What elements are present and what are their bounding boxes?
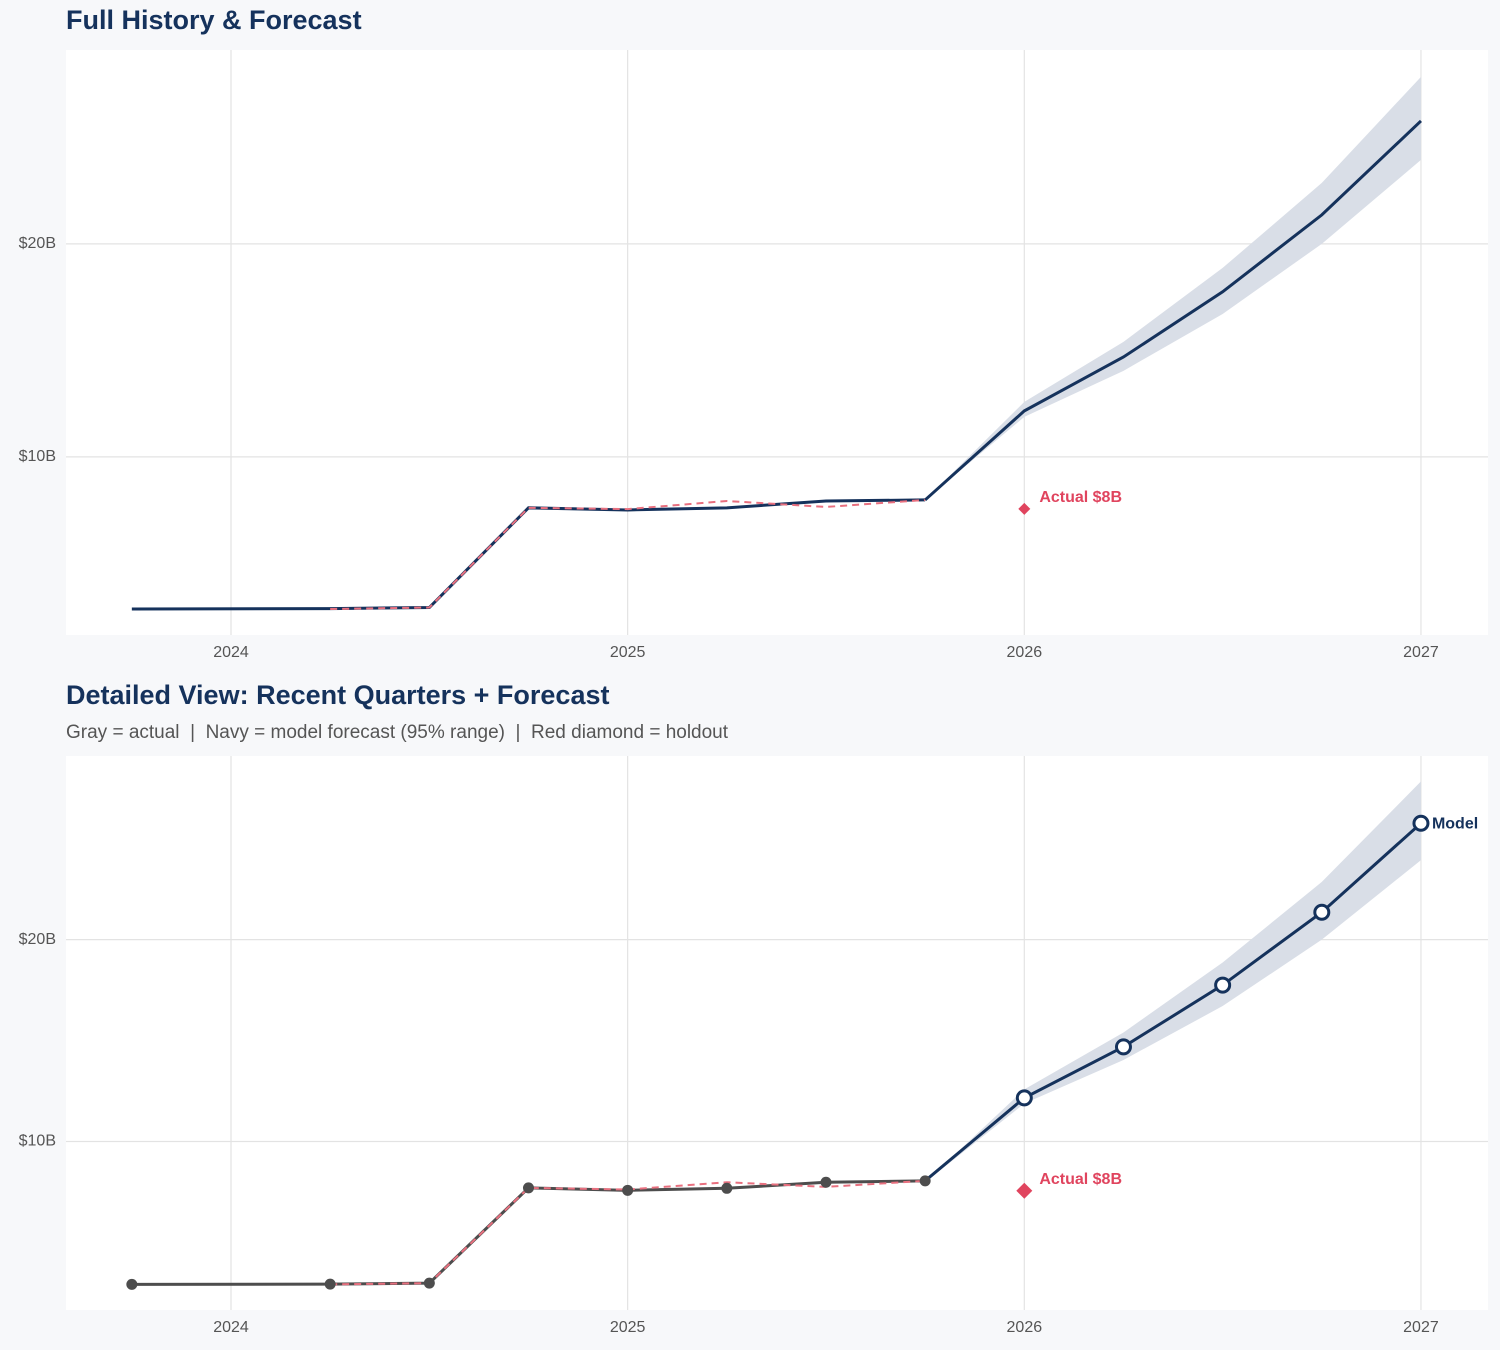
holdout-label: Actual $8B: [1039, 489, 1122, 506]
point: [919, 1175, 931, 1187]
holdout-label: Actual $8B: [1039, 1171, 1122, 1188]
point: [622, 1184, 634, 1196]
chart-title: Full History & Forecast: [66, 5, 362, 35]
holdout-marker: [1016, 1182, 1033, 1199]
point: [1412, 814, 1430, 832]
series-line: [924, 119, 1423, 502]
point: [423, 1277, 435, 1289]
series-line: [924, 822, 1422, 1182]
plot-area: [66, 50, 1488, 635]
point: [1114, 1038, 1132, 1056]
x-tick-label: 2026: [1007, 644, 1043, 661]
y-tick-label: $20B: [19, 235, 56, 252]
point: [820, 1176, 832, 1188]
y-tick-label: $20B: [19, 931, 56, 948]
confidence-band: [925, 76, 1421, 500]
point: [324, 1278, 336, 1290]
point: [126, 1278, 138, 1290]
x-tick-label: 2027: [1403, 644, 1439, 661]
point: [1214, 976, 1232, 994]
x-tick-label: 2024: [213, 644, 249, 661]
y-tick-label: $10B: [19, 448, 56, 465]
chart-title: Detailed View: Recent Quarters + Forecas…: [66, 680, 609, 710]
x-tick-label: 2025: [610, 1319, 646, 1336]
confidence-band: [925, 781, 1421, 1183]
chart-subtitle: Gray = actual | Navy = model forecast (9…: [66, 722, 729, 743]
point: [1313, 903, 1331, 921]
point: [1015, 1089, 1033, 1107]
point: [721, 1182, 733, 1194]
y-tick-label: $10B: [19, 1133, 56, 1150]
point: [522, 1182, 534, 1194]
x-tick-label: 2026: [1007, 1319, 1043, 1336]
holdout-marker: [1018, 502, 1031, 515]
x-tick-label: 2024: [213, 1319, 249, 1336]
fitted-line: [330, 498, 926, 611]
end-label: Model: [1432, 815, 1478, 832]
plot-area: [66, 756, 1488, 1310]
x-tick-label: 2027: [1403, 1319, 1439, 1336]
x-tick-label: 2025: [610, 644, 646, 661]
